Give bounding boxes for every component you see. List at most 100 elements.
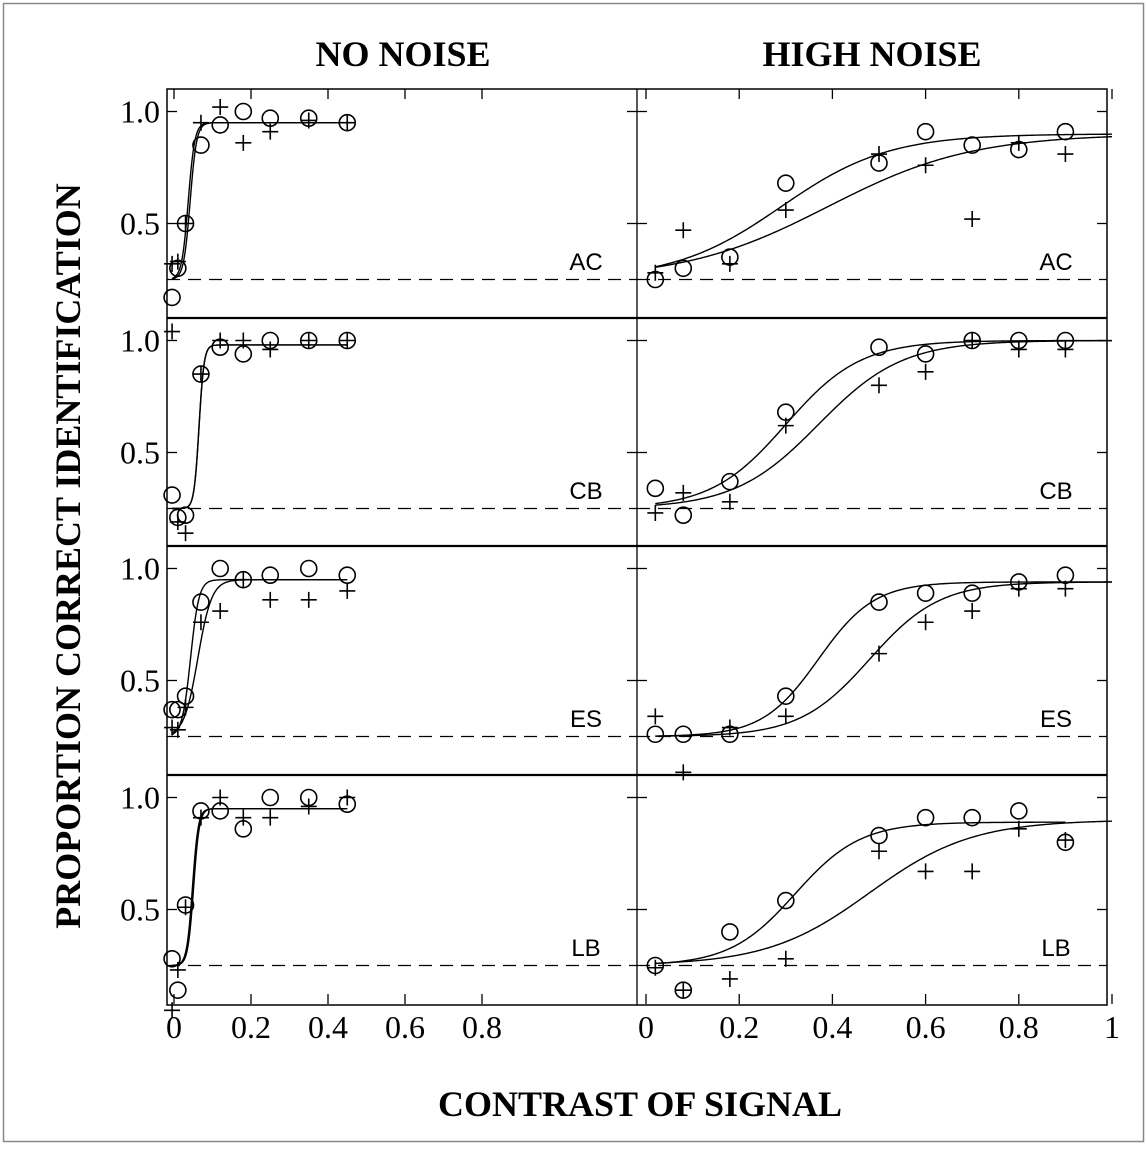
data-point-circle — [916, 122, 935, 141]
data-point-circle — [192, 593, 210, 611]
data-point-cross — [212, 789, 229, 806]
data-point-cross — [262, 123, 279, 140]
data-point-circle — [646, 479, 665, 498]
data-point-circle — [963, 136, 982, 154]
data-point-cross — [647, 264, 664, 281]
data-point-cross — [675, 484, 692, 501]
data-point-cross — [871, 843, 887, 860]
data-point-cross — [917, 614, 934, 631]
subject-label: CB — [569, 478, 602, 505]
data-point-cross — [339, 789, 356, 806]
column-title-high-noise: HIGH NOISE — [762, 34, 981, 74]
data-point-circle — [916, 584, 935, 602]
data-point-cross — [192, 809, 209, 826]
subject-label: AC — [1039, 249, 1072, 276]
data-point-circle — [674, 725, 693, 744]
data-point-cross — [169, 513, 186, 530]
data-point-circle — [870, 338, 888, 357]
data-point-cross — [964, 211, 981, 228]
subject-label: AC — [569, 249, 602, 276]
y-tick-label: 1.0 — [120, 94, 160, 130]
panels-layer: AC AC CB CB ES ES LB LB — [163, 99, 1113, 1019]
subject-label: LB — [571, 935, 600, 962]
data-point-cross — [169, 721, 186, 738]
data-point-cross — [177, 699, 194, 716]
data-point-cross — [212, 603, 229, 620]
subject-label: ES — [570, 706, 602, 733]
data-point-cross — [212, 332, 229, 349]
fit-curve-crosses — [655, 581, 1113, 737]
y-axis-title: PROPORTION CORRECT IDENTIFICATION — [48, 183, 88, 929]
data-point-cross — [300, 798, 317, 815]
subject-label: LB — [1041, 935, 1070, 962]
data-point-cross — [192, 614, 209, 631]
data-point-cross — [235, 571, 252, 588]
y-tick-label: 1.0 — [120, 780, 160, 816]
data-point-cross — [871, 146, 887, 163]
data-point-cross — [721, 719, 738, 736]
data-point-cross — [300, 332, 317, 349]
y-tick-label: 0.5 — [120, 663, 160, 699]
data-point-circle — [163, 288, 181, 307]
data-point-cross — [339, 582, 356, 599]
data-point-circle — [916, 345, 935, 363]
data-point-circle — [261, 566, 280, 585]
ticks-layer: 0.5 1.0 0.5 1.0 0.5 1.0 0.5 1.0 0 0.2 0.4 0.6 0.8 0 0.… — [120, 89, 1120, 1045]
fit-curve-crosses — [171, 579, 348, 734]
data-point-cross — [262, 591, 279, 608]
data-point-circle — [963, 584, 982, 602]
data-point-cross — [721, 493, 738, 510]
data-point-cross — [777, 708, 794, 725]
data-point-circle — [211, 559, 229, 578]
data-point-cross — [192, 366, 209, 383]
data-point-circle — [1009, 802, 1028, 820]
axes-frame — [166, 88, 1108, 1006]
data-point-cross — [647, 504, 664, 521]
data-point-circle — [163, 486, 181, 504]
data-point-cross — [721, 970, 738, 987]
data-point-circle — [776, 174, 795, 192]
data-point-circle — [721, 472, 739, 491]
data-point-circle — [674, 506, 693, 525]
data-point-circle — [234, 102, 253, 121]
data-point-cross — [777, 417, 794, 434]
data-point-cross — [871, 377, 887, 394]
x-tick-label: 0.8 — [999, 1009, 1039, 1045]
panel-es-high-noise: ES — [637, 566, 1113, 781]
panel-lb-high-noise: LB — [637, 802, 1113, 999]
y-tick-label: 1.0 — [120, 323, 160, 359]
panel-cb-no-noise: CB — [163, 323, 637, 542]
data-point-circle — [169, 981, 187, 999]
x-axis-title: CONTRAST OF SIGNAL — [438, 1084, 842, 1124]
data-point-cross — [300, 112, 317, 129]
data-point-cross — [300, 591, 317, 608]
data-point-circle — [646, 725, 665, 744]
data-point-circle — [870, 593, 888, 611]
x-tick-label: 1 — [1104, 1009, 1120, 1045]
data-point-cross — [235, 134, 252, 151]
data-point-cross — [964, 863, 981, 880]
data-point-cross — [675, 222, 692, 239]
data-point-cross — [212, 99, 229, 116]
subject-label: ES — [1040, 706, 1072, 733]
column-title-no-noise: NO NOISE — [315, 34, 490, 74]
x-tick-label: 0.6 — [385, 1009, 425, 1045]
fit-curve-circles — [655, 133, 1113, 268]
x-tick-label: 0.4 — [308, 1009, 348, 1045]
data-point-cross — [1057, 580, 1074, 597]
data-point-cross — [777, 950, 794, 967]
fit-curve-circles — [655, 821, 1066, 965]
data-point-cross — [1010, 341, 1027, 358]
data-point-circle — [776, 687, 795, 705]
data-point-circle — [192, 136, 210, 154]
data-point-cross — [262, 809, 279, 826]
data-point-cross — [262, 341, 279, 358]
x-tick-label: 0.8 — [462, 1009, 502, 1045]
y-tick-label: 1.0 — [120, 551, 160, 587]
data-point-cross — [177, 215, 194, 232]
data-point-cross — [917, 363, 934, 380]
panel-ac-no-noise: AC — [163, 99, 637, 307]
data-point-cross — [1010, 134, 1027, 151]
data-point-cross — [1057, 832, 1074, 849]
panel-es-no-noise: ES — [163, 559, 637, 738]
